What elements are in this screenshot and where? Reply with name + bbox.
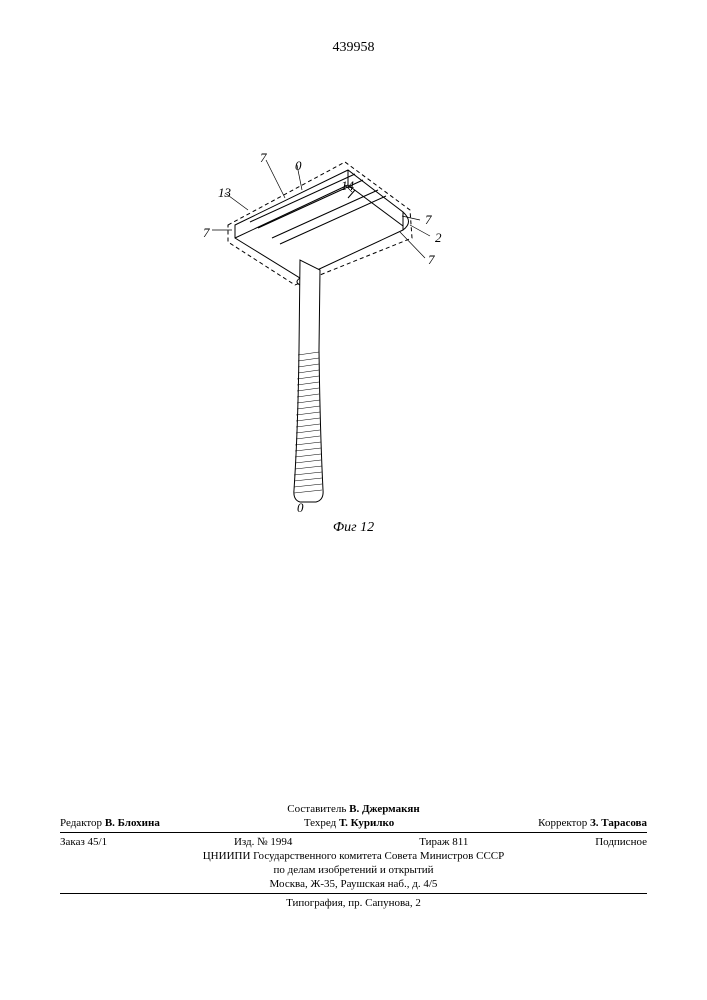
ref-label: 7 — [425, 212, 432, 228]
address: Москва, Ж-35, Раушская наб., д. 4/5 — [60, 877, 647, 891]
ref-label: 7 — [260, 150, 267, 166]
ref-label: 0 — [295, 158, 302, 174]
ref-label: 0 — [297, 500, 304, 516]
compiler-name: В. Джермакян — [349, 803, 420, 815]
ref-label: 14 — [341, 178, 354, 194]
footer-block: Составитель В. Джермакян Редактор В. Бло… — [60, 802, 647, 910]
ref-label: 7 — [203, 225, 210, 241]
edition-number: Изд. № 1994 — [234, 836, 292, 848]
subscription: Подписное — [595, 836, 647, 848]
editor-label: Редактор — [60, 817, 102, 829]
figure-caption: Фиг 12 — [0, 520, 707, 536]
compiler-label: Составитель — [287, 803, 346, 815]
ref-label: 2 — [435, 230, 442, 246]
techred-name: Т. Курилко — [339, 817, 394, 829]
org-line2: по делам изобретений и открытий — [60, 863, 647, 877]
corrector-name: З. Тарасова — [590, 817, 647, 829]
org-line1: ЦНИИПИ Государственного комитета Совета … — [60, 849, 647, 863]
techred-label: Техред — [304, 817, 336, 829]
printer: Типография, пр. Сапунова, 2 — [60, 896, 647, 910]
editor-name: В. Блохина — [105, 817, 160, 829]
ref-label: 7 — [428, 252, 435, 268]
corrector-label: Корректор — [538, 817, 587, 829]
ref-label: 13 — [218, 185, 231, 201]
order-number: Заказ 45/1 — [60, 836, 107, 848]
circulation: Тираж 811 — [419, 836, 468, 848]
patent-number: 439958 — [0, 40, 707, 56]
